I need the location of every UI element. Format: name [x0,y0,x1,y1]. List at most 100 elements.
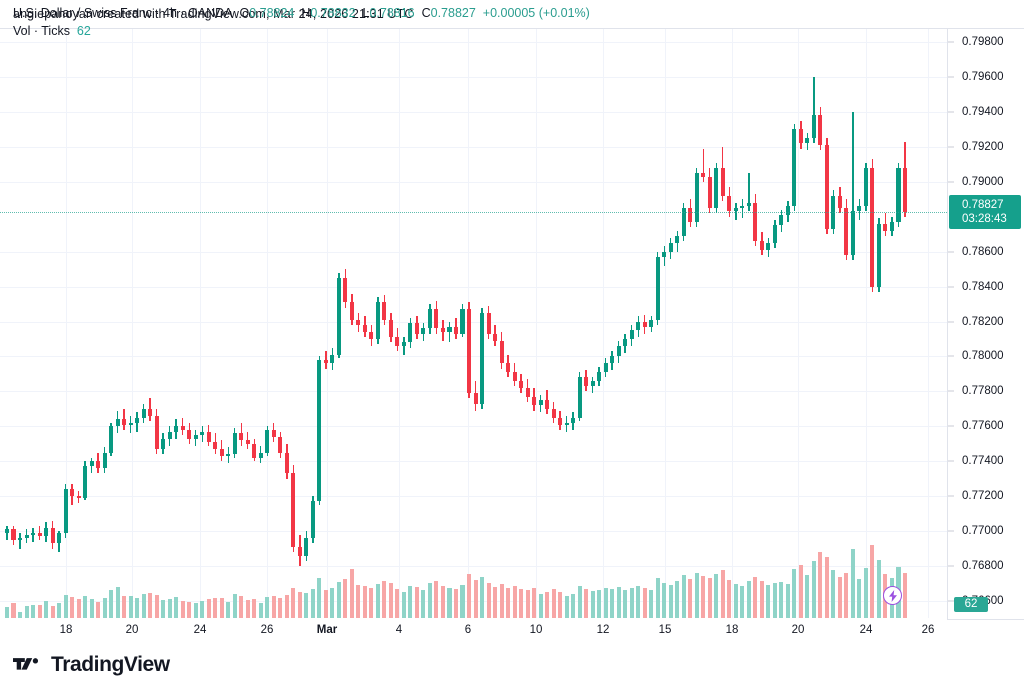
volume-bar [76,598,81,619]
candle-body [17,538,23,540]
price-tick-label: 0.79400 [962,105,1004,118]
legend-separator-1: · [151,6,164,20]
legend-high-label: H [301,6,311,20]
legend-high-value: 0.78832 [310,6,356,20]
volume-bar [688,578,693,619]
chart-pane[interactable] [0,28,947,620]
candle-body [798,129,803,144]
volume-bar [187,601,192,619]
volume-bar [180,601,185,619]
candle-body [727,195,732,212]
current-price-line [0,211,947,213]
candle-body [24,534,29,539]
volume-bar [850,549,855,619]
bar-countdown: 03:28:43 [962,212,1007,225]
gridline-horizontal [0,356,947,358]
volume-bar [597,589,602,619]
candle-body [564,422,569,425]
lightning-bolt-icon[interactable] [883,586,902,605]
price-tick-label: 0.78400 [962,280,1004,293]
volume-bar [349,568,354,619]
price-axis[interactable]: 0.79800 0.79600 0.79400 0.79200 0.79000 0.786… [947,28,1024,620]
candle-body [434,309,439,329]
volume-bar [519,588,524,619]
legend-symbol-row[interactable]: U.S. Dollar / Swiss Franc · 4h · OANDA O… [13,5,590,22]
time-axis[interactable]: 18 20 24 26 Mar 4 6 10 12 15 18 20 24 26 [0,618,947,646]
current-price-badge[interactable]: 0.78827 03:28:43 [949,194,1021,229]
time-tick-label: 10 [529,624,543,636]
legend-change-percent: (+0.01%) [538,6,590,20]
candle-body [232,433,237,455]
legend-symbol[interactable]: U.S. Dollar / Swiss Franc [13,6,152,20]
tradingview-wordmark: TradingView [51,653,170,676]
candle-body [414,323,419,334]
volume-bar [707,577,712,619]
volume-bar [876,559,881,619]
volume-bar [304,593,309,619]
time-tick-label: 15 [658,624,672,636]
volume-bar [837,576,842,619]
candle-body [818,115,823,146]
candle-body [655,256,660,320]
candle-body [675,235,680,243]
candle-body [766,242,771,250]
legend-volume-value: 62 [76,24,91,38]
legend-interval[interactable]: 4h [163,6,177,20]
volume-bar [681,575,686,619]
volume-bar [694,572,699,619]
candle-wick [32,527,34,542]
volume-bar [154,594,159,619]
price-tick-mark [948,530,954,532]
candle-body [623,338,628,346]
candle-body [584,377,589,387]
candle-body [649,319,654,327]
volume-bar [772,583,777,619]
candle-body [4,529,9,533]
gridline-horizontal [0,391,947,393]
volume-bar [805,574,810,619]
volume-bar [675,581,680,619]
volume-bar [232,594,237,619]
candle-body [681,207,686,236]
candle-wick [748,173,750,212]
volume-bar [512,585,517,619]
candle-body [616,345,621,357]
volume-bar [421,589,426,619]
volume-bar [291,588,296,619]
candle-body [395,337,400,346]
volume-bar [766,584,771,619]
volume-bar [434,580,439,619]
candle-body [870,167,875,287]
volume-bar [740,585,745,619]
volume-bar [714,574,719,619]
candle-body [109,426,114,453]
price-tick-mark [948,286,954,288]
candle-body [141,408,146,418]
gridline-vertical [536,29,537,619]
gridline-vertical [132,29,133,619]
candle-body [349,302,354,320]
candle-wick [6,525,8,540]
volume-bar [701,576,706,619]
time-tick-label: 12 [596,624,610,636]
legend-volume-row[interactable]: Vol · Ticks 62 [13,23,590,40]
volume-bar [720,570,725,619]
volume-badge[interactable]: 62 [954,597,988,612]
price-tick-label: 0.77600 [962,420,1004,433]
gridline-vertical [665,29,666,619]
candle-body [148,408,153,416]
price-tick-mark [948,76,954,78]
volume-bar [564,595,569,619]
price-tick-mark [948,495,954,497]
volume-bar [174,597,179,619]
candle-body [369,331,374,339]
volume-bar [96,601,101,619]
candle-body [310,501,315,539]
volume-bar [642,588,647,619]
candle-body [896,167,901,222]
gridline-horizontal [0,461,947,463]
candle-body [265,429,270,453]
volume-bar [506,588,511,619]
legend-low-label: L [362,6,370,20]
candle-body [135,417,140,423]
